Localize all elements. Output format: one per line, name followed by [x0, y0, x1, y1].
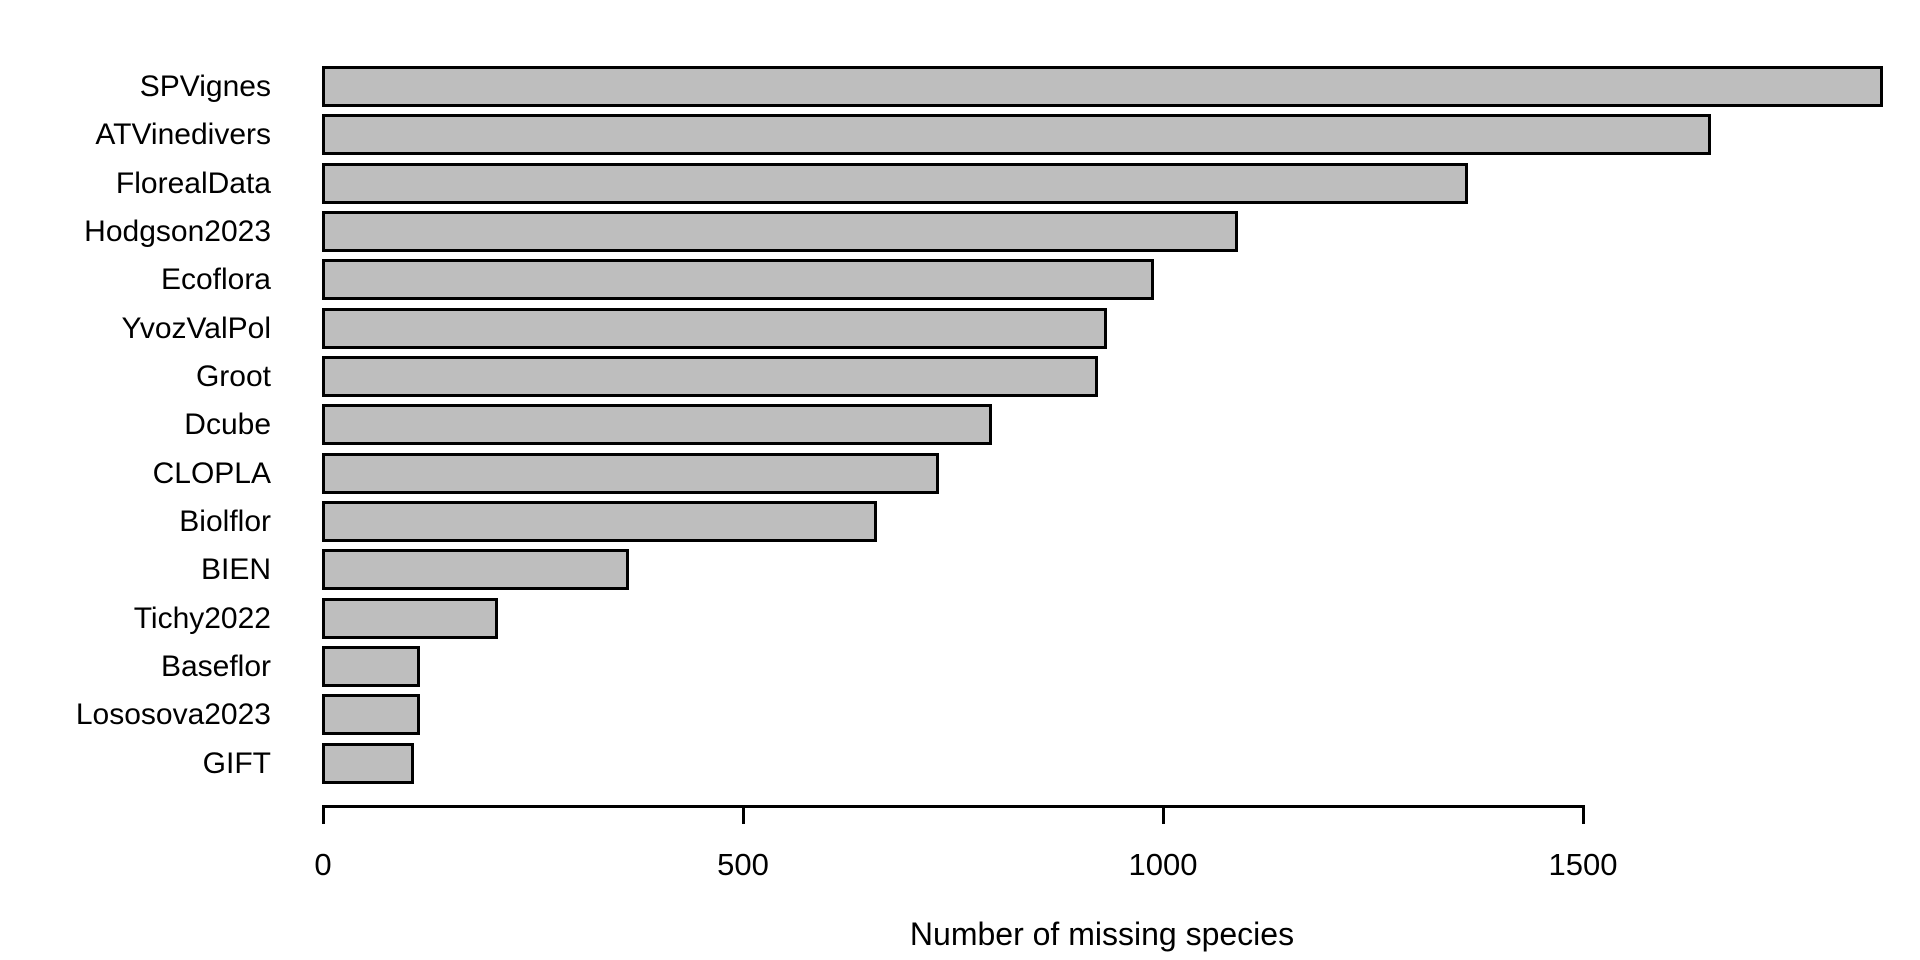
bar — [322, 356, 1098, 397]
category-label: Dcube — [184, 408, 271, 441]
bar — [322, 404, 992, 445]
x-tick-label: 0 — [314, 847, 332, 882]
x-tick — [322, 805, 325, 824]
category-label: YvozValPol — [121, 312, 271, 345]
x-axis-line — [322, 805, 1585, 808]
category-label: SPVignes — [139, 70, 271, 103]
x-tick — [742, 805, 745, 824]
bar — [322, 646, 420, 687]
category-label: Lososova2023 — [75, 698, 271, 731]
x-tick-label: 1500 — [1548, 847, 1618, 882]
category-label: Tichy2022 — [133, 602, 271, 635]
bar — [322, 259, 1154, 300]
x-tick — [1162, 805, 1165, 824]
bar — [322, 163, 1468, 204]
category-label: Biolflor — [179, 505, 271, 538]
category-label: ATVinedivers — [95, 118, 271, 151]
x-axis-title: Number of missing species — [909, 916, 1295, 952]
bar — [322, 694, 420, 735]
category-label: Hodgson2023 — [84, 215, 271, 248]
bar — [322, 743, 414, 784]
bar — [322, 501, 877, 542]
x-tick — [1582, 805, 1585, 824]
bar — [322, 211, 1238, 252]
bar — [322, 598, 498, 639]
category-label: CLOPLA — [152, 457, 271, 490]
bar — [322, 308, 1107, 349]
category-label: FlorealData — [115, 167, 271, 200]
bar — [322, 549, 629, 590]
bar — [322, 114, 1711, 155]
x-tick-label: 1000 — [1128, 847, 1198, 882]
category-label: BIEN — [200, 553, 271, 586]
bar — [322, 453, 939, 494]
bar — [322, 66, 1883, 107]
category-label: Groot — [195, 360, 271, 393]
category-label: Baseflor — [160, 650, 271, 683]
category-label: Ecoflora — [160, 263, 271, 296]
category-label: GIFT — [202, 747, 271, 780]
x-tick-label: 500 — [717, 847, 769, 882]
